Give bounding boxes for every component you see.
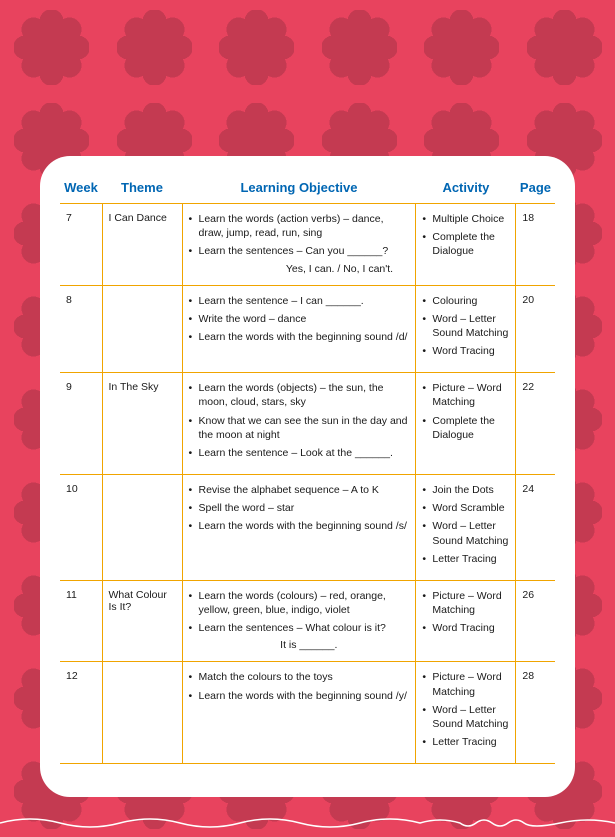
activity-item: Complete the Dialogue [422, 414, 509, 442]
cell-page: 24 [516, 475, 555, 581]
cell-week: 11 [60, 580, 102, 662]
objective-item: Know that we can see the sun in the day … [189, 414, 410, 442]
flower-icon [322, 10, 397, 85]
objective-item: Learn the sentences – Can you ______? [189, 244, 410, 258]
objective-item: Learn the words with the beginning sound… [189, 519, 410, 533]
activity-item: Picture – Word Matching [422, 670, 509, 698]
header-theme: Theme [102, 174, 182, 204]
header-activity: Activity [416, 174, 516, 204]
activity-item: Join the Dots [422, 483, 509, 497]
cell-objective: Learn the sentence – I can ______. Write … [182, 285, 416, 373]
objective-item: Learn the sentence – I can ______. [189, 294, 410, 308]
objective-item: Learn the sentences – What colour is it? [189, 621, 410, 635]
activity-item: Word Tracing [422, 621, 509, 635]
objective-item: Match the colours to the toys [189, 670, 410, 684]
objective-item: Learn the words (action verbs) – dance, … [189, 212, 410, 240]
cell-objective: Match the colours to the toys Learn the w… [182, 662, 416, 764]
cell-page: 26 [516, 580, 555, 662]
flower-icon [424, 10, 499, 85]
cell-activity: Picture – Word Matching Complete the Dial… [416, 373, 516, 475]
objective-item: Spell the word – star [189, 501, 410, 515]
activity-item: Complete the Dialogue [422, 230, 509, 258]
header-page: Page [516, 174, 555, 204]
activity-item: Colouring [422, 294, 509, 308]
activity-item: Picture – Word Matching [422, 589, 509, 617]
objective-item: Learn the words with the beginning sound… [189, 330, 410, 344]
cell-activity: Colouring Word – Letter Sound Matching Wor… [416, 285, 516, 373]
cell-week: 10 [60, 475, 102, 581]
objective-item: Learn the words (colours) – red, orange,… [189, 589, 410, 617]
flower-icon [14, 10, 89, 85]
table-row: 9In The SkyLearn the words (objects) – t… [60, 373, 555, 475]
cell-activity: Picture – Word Matching Word – Letter Sou… [416, 662, 516, 764]
cell-page: 28 [516, 662, 555, 764]
objective-item: Learn the words (objects) – the sun, the… [189, 381, 410, 409]
table-row: 12 Match the colours to the toys Learn the… [60, 662, 555, 764]
wave-decoration [0, 813, 615, 831]
flower-icon [219, 10, 294, 85]
activity-item: Word – Letter Sound Matching [422, 703, 509, 731]
cell-week: 9 [60, 373, 102, 475]
cell-objective: Learn the words (action verbs) – dance, … [182, 204, 416, 286]
table-row: 10 Revise the alphabet sequence – A to K S… [60, 475, 555, 581]
header-objective: Learning Objective [182, 174, 416, 204]
activity-item: Word Tracing [422, 344, 509, 358]
objective-item: Revise the alphabet sequence – A to K [189, 483, 410, 497]
cell-theme [102, 662, 182, 764]
cell-theme [102, 475, 182, 581]
objective-item: Write the word – dance [189, 312, 410, 326]
cell-week: 12 [60, 662, 102, 764]
cell-objective: Revise the alphabet sequence – A to K Spe… [182, 475, 416, 581]
header-week: Week [60, 174, 102, 204]
activity-item: Word Scramble [422, 501, 509, 515]
cell-theme: In The Sky [102, 373, 182, 475]
activity-item: Letter Tracing [422, 735, 509, 749]
objective-item: Learn the sentence – Look at the ______. [189, 446, 410, 460]
header-row: Week Theme Learning Objective Activity P… [60, 174, 555, 204]
cell-page: 18 [516, 204, 555, 286]
cell-activity: Multiple Choice Complete the Dialogue [416, 204, 516, 286]
cell-week: 7 [60, 204, 102, 286]
cell-page: 22 [516, 373, 555, 475]
cell-activity: Join the Dots Word Scramble Word – Letter … [416, 475, 516, 581]
activity-item: Word – Letter Sound Matching [422, 312, 509, 340]
activity-item: Multiple Choice [422, 212, 509, 226]
activity-item: Letter Tracing [422, 552, 509, 566]
cell-theme: I Can Dance [102, 204, 182, 286]
objective-item: Learn the words with the beginning sound… [189, 689, 410, 703]
cell-objective: Learn the words (colours) – red, orange,… [182, 580, 416, 662]
objective-subline: It is ______. [189, 639, 410, 651]
flower-icon [527, 10, 602, 85]
objective-subline: Yes, I can. / No, I can't. [189, 263, 410, 275]
activity-item: Word – Letter Sound Matching [422, 519, 509, 547]
cell-activity: Picture – Word Matching Word Tracing [416, 580, 516, 662]
content-card: Week Theme Learning Objective Activity P… [40, 156, 575, 797]
cell-theme: What Colour Is It? [102, 580, 182, 662]
cell-theme [102, 285, 182, 373]
curriculum-table: Week Theme Learning Objective Activity P… [60, 174, 555, 764]
table-row: 8 Learn the sentence – I can ______. Write… [60, 285, 555, 373]
cell-objective: Learn the words (objects) – the sun, the… [182, 373, 416, 475]
table-row: 7I Can DanceLearn the words (action verb… [60, 204, 555, 286]
flower-icon [117, 10, 192, 85]
cell-week: 8 [60, 285, 102, 373]
table-row: 11What Colour Is It?Learn the words (col… [60, 580, 555, 662]
activity-item: Picture – Word Matching [422, 381, 509, 409]
cell-page: 20 [516, 285, 555, 373]
